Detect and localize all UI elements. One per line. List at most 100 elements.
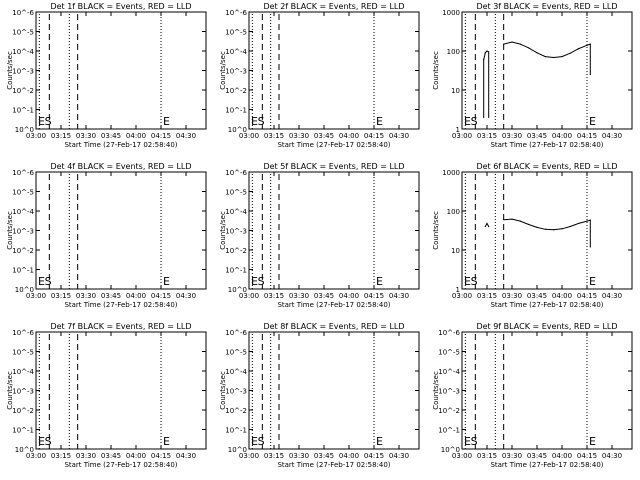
data-point <box>589 219 591 221</box>
x-tick-label: 03:45 <box>314 452 334 460</box>
x-axis-label: Start Time (27-Feb-17 02:58:40) <box>490 141 603 149</box>
event-marker-label: E <box>464 115 471 128</box>
data-point <box>569 52 571 54</box>
x-tick-label: 03:45 <box>101 132 121 140</box>
y-tick-label: 10^0 <box>15 286 34 294</box>
data-point <box>586 220 588 222</box>
data-point <box>544 55 546 58</box>
plot-frame <box>461 331 633 450</box>
y-tick-label: 10^-4 <box>12 48 34 56</box>
event-marker-label: E <box>464 275 471 288</box>
detector-panel: Det 1f BLACK = Events, RED = LLD Counts/s… <box>6 2 207 149</box>
x-tick-label: 03:00 <box>26 292 46 300</box>
panel-title: Det 3f BLACK = Events, RED = LLD <box>476 2 617 11</box>
y-tick-label: 10^-6 <box>12 169 34 177</box>
x-tick-label: 03:15 <box>264 132 284 140</box>
x-tick-label: 03:15 <box>51 452 71 460</box>
detector-panel: Det 3f BLACK = Events, RED = LLD Counts/s… <box>432 2 633 149</box>
x-tick-label: 04:15 <box>577 452 597 460</box>
data-point <box>561 228 563 230</box>
y-tick-label: 10^-3 <box>225 388 247 396</box>
x-axis-label: Start Time (27-Feb-17 02:58:40) <box>490 461 603 469</box>
data-point <box>519 220 521 222</box>
x-tick-label: 03:45 <box>527 132 547 140</box>
x-tick-label: 04:15 <box>364 452 384 460</box>
x-tick-label: 04:30 <box>602 452 622 460</box>
x-axis-label: Start Time (27-Feb-17 02:58:40) <box>64 141 177 149</box>
y-tick-label: 10^-2 <box>225 87 247 95</box>
x-tick-label: 03:30 <box>76 292 96 300</box>
data-point <box>528 47 530 49</box>
y-tick-label: 10^-2 <box>438 407 460 415</box>
y-tick-label: 100 <box>447 208 460 216</box>
data-point <box>589 73 591 76</box>
x-tick-label: 04:00 <box>339 292 359 300</box>
x-tick-label: 03:15 <box>264 452 284 460</box>
panel-title: Det 7f BLACK = Events, RED = LLD <box>50 322 191 331</box>
data-point <box>586 44 588 46</box>
x-axis-label: Start Time (27-Feb-17 02:58:40) <box>277 461 390 469</box>
events-series-line <box>503 41 591 75</box>
y-tick-label: 10^-4 <box>225 48 247 56</box>
data-point <box>488 51 490 53</box>
detector-panel: Det 7f BLACK = Events, RED = LLD Counts/s… <box>6 322 207 469</box>
y-tick-label: 10^-2 <box>12 247 34 255</box>
y-tick-label: 10^0 <box>228 446 247 454</box>
data-point <box>486 222 488 225</box>
y-axis-label: Counts/sec <box>6 211 14 250</box>
x-axis-label: Start Time (27-Feb-17 02:58:40) <box>277 141 390 149</box>
x-tick-label: 03:45 <box>314 292 334 300</box>
x-axis-label: Start Time (27-Feb-17 02:58:40) <box>64 301 177 309</box>
event-marker-label: S <box>258 115 265 128</box>
data-point <box>519 43 521 45</box>
panel-title: Det 6f BLACK = Events, RED = LLD <box>476 162 617 171</box>
x-tick-label: 03:30 <box>76 452 96 460</box>
x-tick-label: 03:15 <box>477 132 497 140</box>
y-axis-label: Counts/sec <box>219 51 227 90</box>
y-tick-label: 100 <box>447 48 460 56</box>
x-axis-label: Start Time (27-Feb-17 02:58:40) <box>490 301 603 309</box>
x-tick-label: 04:30 <box>389 132 409 140</box>
event-marker-label: E <box>251 115 258 128</box>
y-tick-label: 10^-5 <box>438 349 460 357</box>
x-tick-label: 03:00 <box>239 452 259 460</box>
y-tick-label: 10^-6 <box>438 329 460 337</box>
x-axis-label: Start Time (27-Feb-17 02:58:40) <box>64 461 177 469</box>
event-marker-label: E <box>163 275 170 288</box>
y-axis-label: Counts/sec <box>6 371 14 410</box>
y-tick-label: 10^0 <box>441 446 460 454</box>
x-tick-label: 03:00 <box>239 292 259 300</box>
x-tick-label: 03:30 <box>289 132 309 140</box>
data-point <box>483 116 485 118</box>
x-tick-label: 03:00 <box>26 132 46 140</box>
plot-frame <box>461 11 633 130</box>
events-series-line <box>483 50 490 118</box>
y-tick-label: 10^-6 <box>225 9 247 17</box>
x-tick-label: 04:00 <box>126 292 146 300</box>
data-point <box>484 52 486 54</box>
panel-title: Det 8f BLACK = Events, RED = LLD <box>263 322 404 331</box>
x-tick-label: 04:00 <box>126 452 146 460</box>
y-axis-label: Counts/sec <box>432 51 440 90</box>
y-axis-label: Counts/sec <box>432 211 440 250</box>
x-tick-label: 04:15 <box>151 292 171 300</box>
x-tick-label: 04:30 <box>389 292 409 300</box>
x-tick-label: 03:00 <box>452 132 472 140</box>
x-tick-label: 04:15 <box>151 132 171 140</box>
data-point <box>536 226 538 228</box>
event-marker-label: E <box>163 115 170 128</box>
data-point <box>511 218 513 220</box>
x-tick-label: 04:00 <box>126 132 146 140</box>
x-tick-label: 03:15 <box>477 452 497 460</box>
x-tick-label: 03:45 <box>101 292 121 300</box>
x-tick-label: 03:45 <box>527 452 547 460</box>
x-tick-label: 04:00 <box>552 452 572 460</box>
y-tick-label: 10^-1 <box>12 427 34 435</box>
x-tick-label: 04:15 <box>364 132 384 140</box>
event-marker-label: E <box>38 115 45 128</box>
y-tick-label: 10^-1 <box>438 427 460 435</box>
panel-title: Det 5f BLACK = Events, RED = LLD <box>263 162 404 171</box>
detector-panel: Det 2f BLACK = Events, RED = LLD Counts/s… <box>219 2 420 149</box>
event-marker-label: E <box>589 115 596 128</box>
